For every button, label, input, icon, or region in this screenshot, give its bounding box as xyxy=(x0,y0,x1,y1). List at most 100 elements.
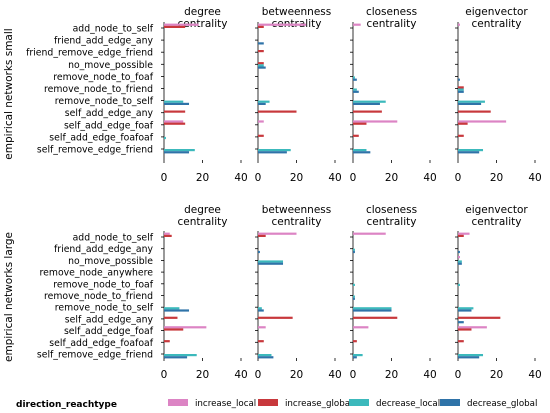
bar-increase_global xyxy=(353,122,367,125)
category-label: remove_node_to_friend xyxy=(44,84,153,95)
legend-swatch-decrease_local xyxy=(349,399,369,406)
category-label: self_add_edge_foafoaf xyxy=(49,338,153,349)
bar-increase_global xyxy=(458,134,464,137)
bar-decrease_local xyxy=(164,149,195,152)
bar-decrease_global xyxy=(353,78,357,81)
bar-decrease_global xyxy=(458,90,464,93)
bar-increase_global xyxy=(164,340,170,343)
panel-title: centrality xyxy=(367,216,417,228)
legend: direction_reachtype increase_local increas… xyxy=(16,399,537,410)
legend-label-decrease_global: decrease_global xyxy=(467,399,537,409)
bar-decrease_local xyxy=(458,307,474,310)
category-label: self_remove_edge_friend xyxy=(37,350,153,361)
bar-increase_global xyxy=(164,122,186,125)
panel-title: closeness xyxy=(366,6,417,18)
bar-decrease_local xyxy=(458,354,484,357)
category-label: self_add_edge_foaf xyxy=(64,326,154,337)
bar-decrease_local xyxy=(458,149,484,152)
bar-increase_global xyxy=(353,134,359,137)
bar-decrease_global xyxy=(458,102,482,105)
bar-decrease_global xyxy=(458,262,462,265)
bar-increase_global xyxy=(258,134,264,137)
category-label: remove_node_to_friend xyxy=(44,291,153,302)
x-tick-label: 40 xyxy=(328,172,341,184)
x-tick-label: 20 xyxy=(196,369,209,381)
bar-increase_global xyxy=(458,86,464,89)
bar-increase_local xyxy=(164,23,199,26)
bar-decrease_global xyxy=(164,102,190,105)
panel-title: centrality xyxy=(272,216,322,228)
bar-decrease_local xyxy=(353,76,355,79)
category-label: self_add_edge_any xyxy=(65,314,154,325)
legend-swatch-decrease_global xyxy=(440,399,460,406)
bar-decrease_local xyxy=(164,100,184,103)
bar-increase_global xyxy=(458,122,468,125)
panel-title: centrality xyxy=(472,216,522,228)
bar-increase_global xyxy=(353,316,398,319)
bar-increase_global xyxy=(353,110,382,113)
bar-increase_local xyxy=(164,120,184,123)
x-tick-label: 20 xyxy=(490,369,503,381)
bar-decrease_global xyxy=(353,102,380,105)
bar-increase_global xyxy=(458,328,472,331)
x-tick-label: 40 xyxy=(528,369,541,381)
legend-title: direction_reachtype xyxy=(16,400,117,410)
bar-increase_local xyxy=(353,120,398,123)
x-tick-label: 20 xyxy=(290,172,303,184)
x-tick-label: 0 xyxy=(455,172,462,184)
bar-increase_global xyxy=(164,328,184,331)
bar-increase_local xyxy=(458,23,460,26)
bar-increase_global xyxy=(258,234,266,237)
bar-decrease_global xyxy=(353,309,392,312)
x-tick-label: 40 xyxy=(328,369,341,381)
bar-decrease_local xyxy=(353,354,363,357)
category-label: remove_node_to_self xyxy=(55,96,154,107)
bar-decrease_local xyxy=(458,260,462,263)
bar-decrease_global xyxy=(258,250,260,254)
bar-increase_local xyxy=(353,232,386,235)
panel-title: degree xyxy=(184,6,221,18)
bar-decrease_global xyxy=(258,309,264,312)
bar-increase_local xyxy=(458,232,470,235)
bar-decrease_global xyxy=(458,309,472,312)
bar-increase_global xyxy=(353,340,357,343)
x-tick-label: 40 xyxy=(234,172,247,184)
bar-increase_local xyxy=(458,120,507,123)
bar-increase_global xyxy=(258,25,264,28)
bar-decrease_global xyxy=(258,42,264,45)
category-label: self_add_edge_foaf xyxy=(64,120,154,131)
bar-decrease_global xyxy=(258,151,287,154)
bar-increase_local xyxy=(353,326,369,329)
bar-decrease_global xyxy=(164,309,190,312)
bar-increase_global xyxy=(258,62,264,65)
bar-decrease_local xyxy=(164,136,166,140)
row-0: empirical networks small add_node_to_self… xyxy=(3,6,542,184)
bar-increase_global xyxy=(458,340,464,343)
bar-decrease_global xyxy=(458,78,460,81)
bar-decrease_local xyxy=(353,295,355,298)
bar-decrease_local xyxy=(258,354,272,357)
bar-increase_global xyxy=(258,316,293,319)
x-tick-label: 20 xyxy=(385,369,398,381)
x-tick-label: 0 xyxy=(161,172,168,184)
category-label: self_add_edge_foafoaf xyxy=(49,132,153,143)
panel-title: betweenness xyxy=(262,6,331,18)
row-1: empirical networks large add_node_to_self… xyxy=(3,204,542,381)
bar-increase_global xyxy=(458,234,464,237)
x-tick-label: 0 xyxy=(455,369,462,381)
bar-decrease_global xyxy=(458,151,480,154)
bar-decrease_local xyxy=(258,260,284,263)
legend-swatch-increase_global xyxy=(258,399,278,406)
bar-decrease_global xyxy=(258,66,266,69)
bar-decrease_global xyxy=(353,356,357,359)
category-label: add_node_to_self xyxy=(73,24,154,35)
panel-title: closeness xyxy=(366,204,417,216)
bar-increase_global xyxy=(458,110,491,113)
bar-decrease_global xyxy=(164,356,188,359)
bar-increase_local xyxy=(164,232,170,235)
category-label: no_move_possible xyxy=(68,256,153,267)
